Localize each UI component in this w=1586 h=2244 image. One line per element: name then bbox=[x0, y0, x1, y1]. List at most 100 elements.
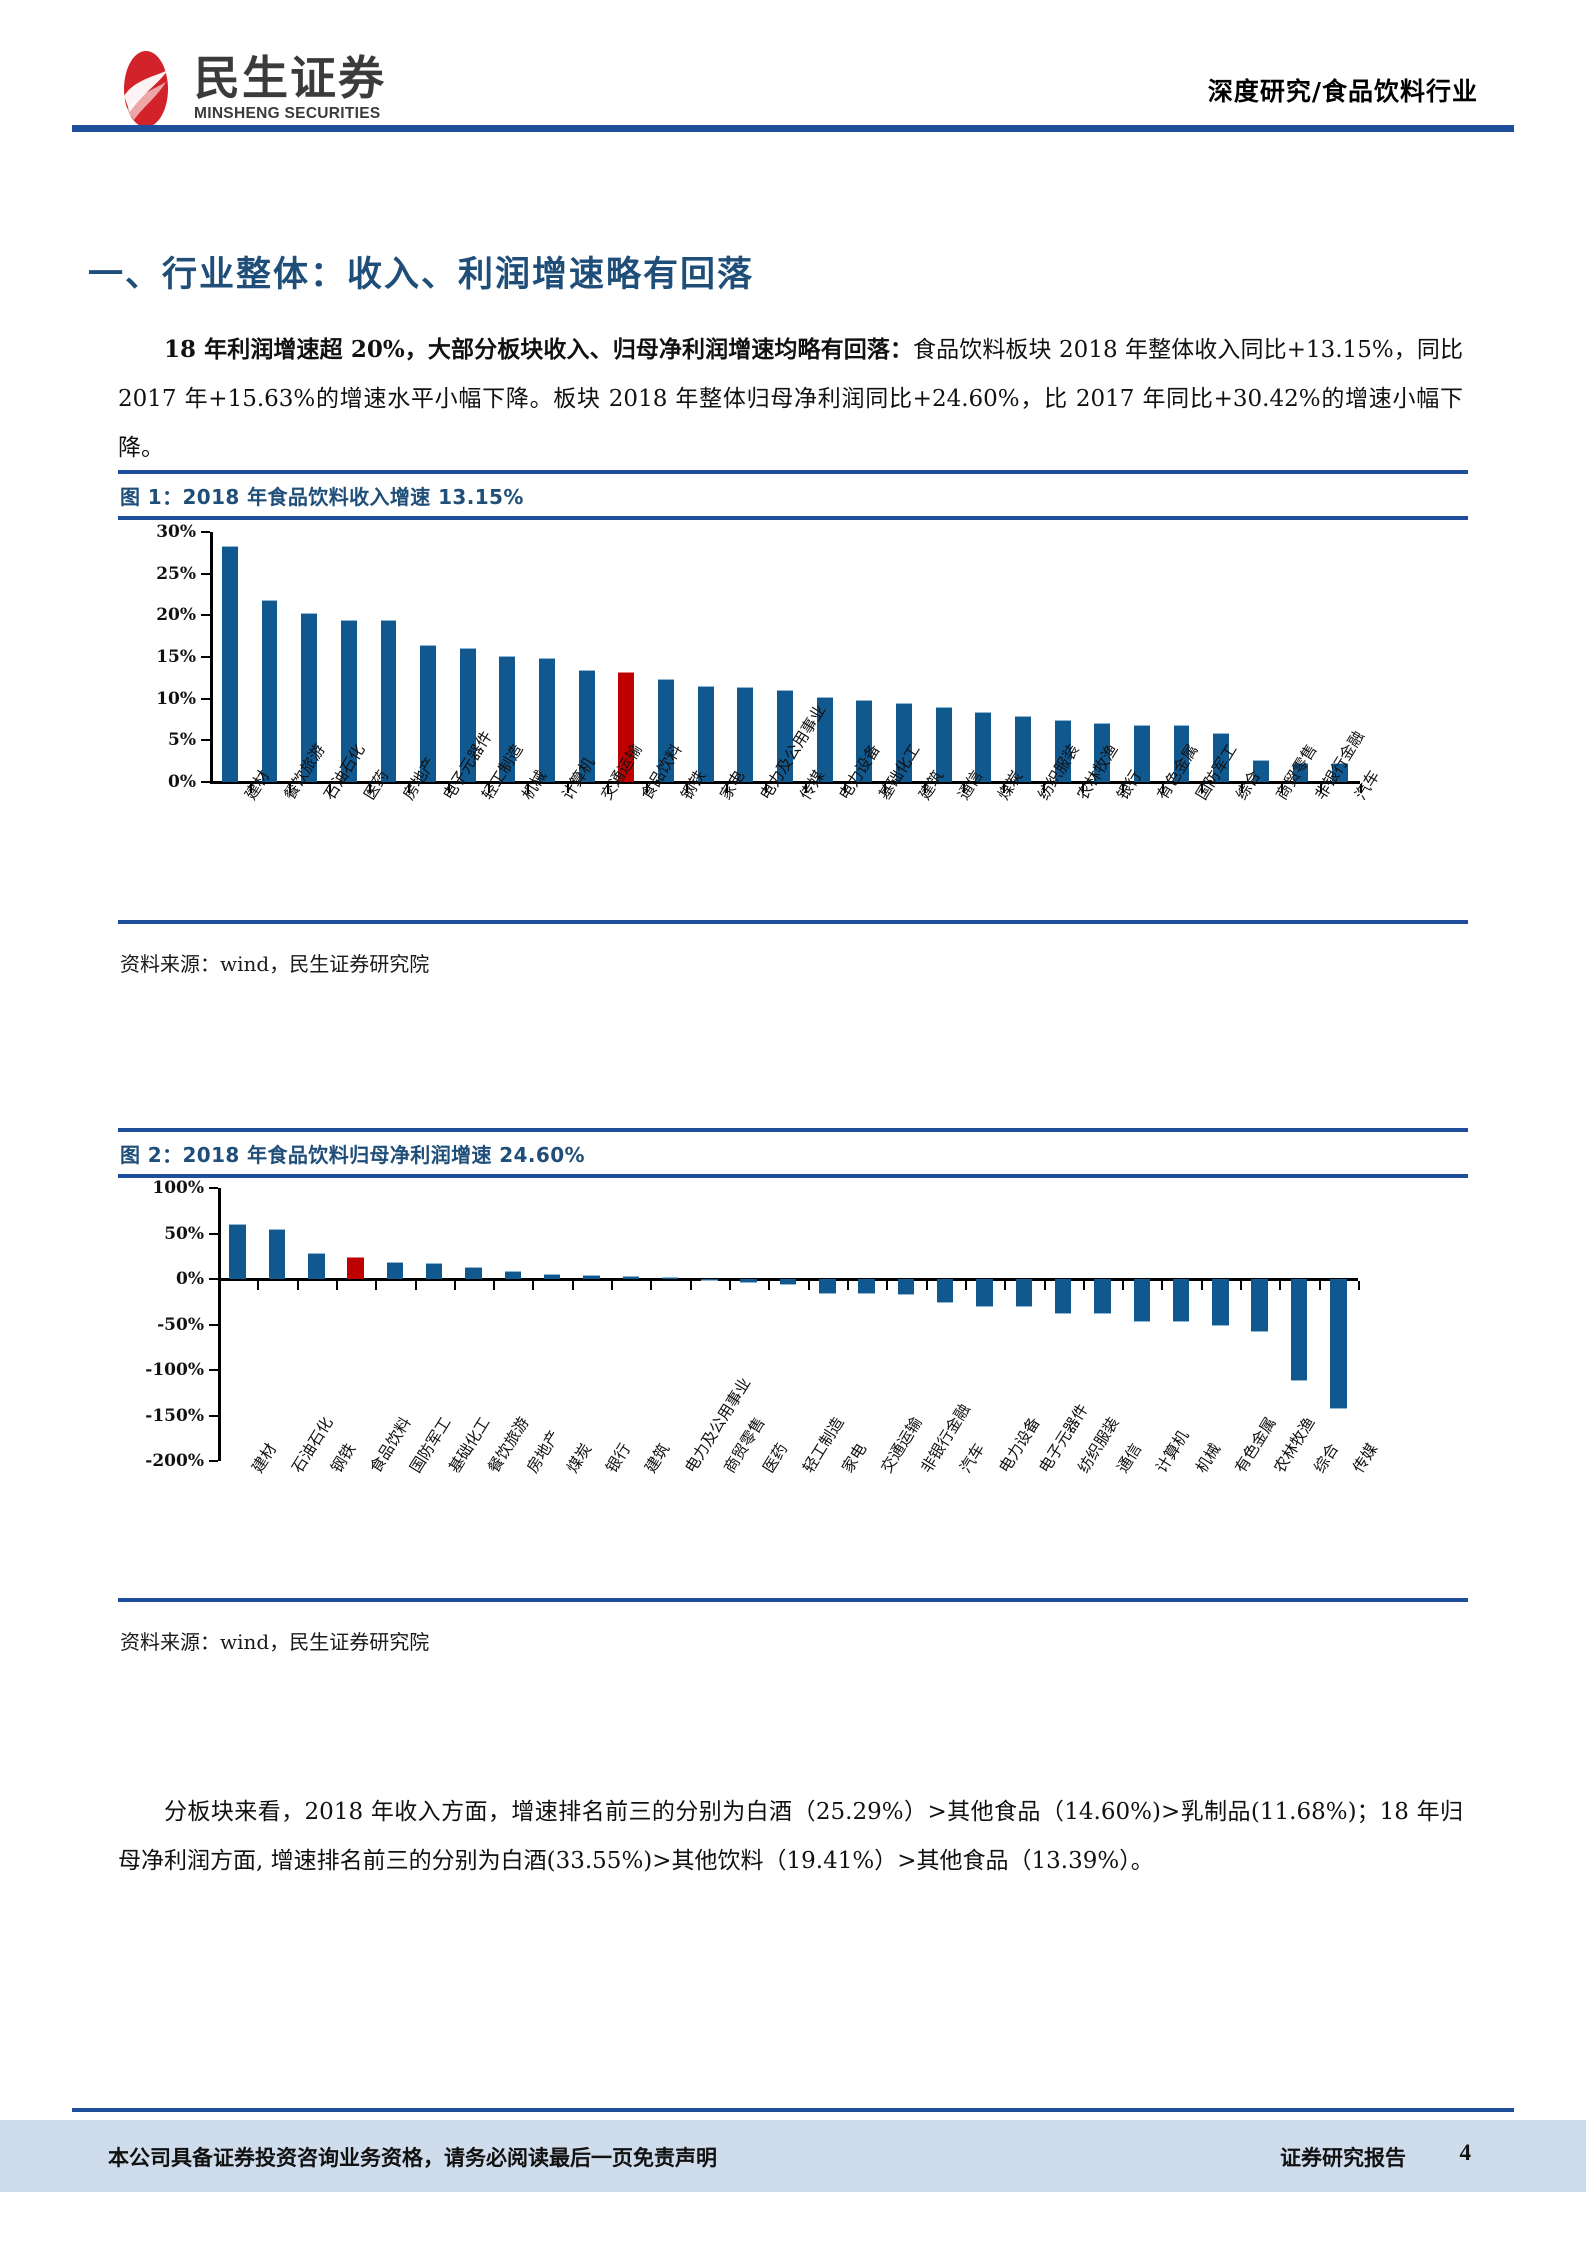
y-axis-tick-label: 100% bbox=[152, 1178, 204, 1198]
x-axis-tick-mark bbox=[375, 1281, 378, 1290]
x-axis-tick-mark bbox=[1161, 1281, 1164, 1290]
y-axis-tick-mark bbox=[209, 1278, 218, 1280]
figure-2-block: 图 2：2018 年食品饮料归母净利润增速 24.60% 100% 50% 0% -5… bbox=[118, 1128, 1468, 1655]
x-axis-tick-mark bbox=[1122, 1281, 1125, 1290]
chart-bar bbox=[301, 612, 318, 782]
chart-bar bbox=[897, 1279, 915, 1296]
net-profit-growth-bar-chart: 100% 50% 0% -50% -100% -150% -200% 建材 石油石化 钢铁 食品饮料… bbox=[118, 1178, 1468, 1598]
x-axis-tick-mark bbox=[1320, 784, 1323, 793]
chart-bar bbox=[1094, 1279, 1111, 1315]
intro-body-text: 食品饮料板块 2018 年整体收入同比+13.15%，同比 2017 年+15.… bbox=[118, 337, 1463, 461]
x-axis-tick-mark bbox=[1240, 1281, 1243, 1290]
y-axis-tick-mark bbox=[209, 1460, 218, 1462]
x-axis-tick-mark bbox=[566, 784, 569, 793]
y-axis-tick-label: 10% bbox=[156, 688, 196, 709]
x-axis-tick-mark bbox=[1318, 1281, 1321, 1290]
y-axis-tick-mark bbox=[209, 1369, 218, 1371]
footer-page-number: 4 bbox=[1459, 2140, 1472, 2165]
chart-bar bbox=[268, 1228, 286, 1279]
chart-bar bbox=[737, 687, 754, 782]
x-axis-tick-label: 房地产 bbox=[524, 1427, 564, 1477]
chart-bar bbox=[701, 1279, 718, 1281]
x-axis-tick-mark bbox=[611, 1281, 614, 1290]
footer-disclaimer: 本公司具备证券投资咨询业务资格，请务必阅读最后一页免责声明 bbox=[108, 2146, 717, 2170]
chart-bar bbox=[1172, 1279, 1190, 1322]
y-axis-line bbox=[218, 1188, 221, 1461]
y-axis-tick-label: 50% bbox=[164, 1223, 204, 1244]
x-axis-tick-mark bbox=[606, 784, 609, 793]
chart-bar bbox=[229, 1224, 246, 1279]
x-axis-tick-label: 汽车 bbox=[1351, 767, 1384, 804]
chart-bar bbox=[618, 672, 635, 782]
y-axis-tick-mark bbox=[201, 739, 210, 742]
x-axis-tick-label: 综合 bbox=[1310, 1440, 1342, 1477]
x-axis-tick-label: 医药 bbox=[759, 1440, 792, 1477]
figure-1-block: 图 1：2018 年食品饮料收入增速 13.15% 30% 25% 20% 15% 10… bbox=[118, 470, 1468, 977]
chart-bar bbox=[697, 686, 714, 782]
chart-bar bbox=[1290, 1279, 1308, 1381]
closing-paragraph: 分板块来看，2018 年收入方面，增速排名前三的分别为白酒（25.29%）>其他… bbox=[118, 1799, 1463, 1874]
x-axis-tick-mark bbox=[884, 784, 887, 793]
x-axis-tick-label: 煤炭 bbox=[563, 1440, 596, 1477]
x-axis-tick-mark bbox=[493, 1281, 496, 1290]
x-axis-tick-mark bbox=[408, 784, 411, 793]
chart-bar bbox=[420, 644, 437, 782]
chart-bar bbox=[1054, 1279, 1072, 1315]
chart-bar bbox=[740, 1279, 757, 1283]
intro-paragraph: 18 年利润增速超 20%，大部分板块收入、归母净利润增速均略有回落：食品饮料板… bbox=[118, 325, 1463, 473]
chart-bar bbox=[936, 1279, 954, 1303]
figure-1-bottom-rule bbox=[118, 920, 1468, 924]
chart-bar bbox=[1054, 720, 1071, 782]
y-axis-tick-mark bbox=[201, 781, 210, 783]
x-axis-tick-mark bbox=[289, 784, 292, 793]
x-axis-tick-mark bbox=[453, 1281, 456, 1290]
x-axis-tick-mark bbox=[886, 1281, 889, 1290]
chart-bar bbox=[1292, 762, 1309, 782]
chart-bar bbox=[661, 1277, 679, 1279]
x-axis-tick-mark bbox=[1360, 784, 1362, 793]
chart-bar bbox=[386, 1261, 404, 1279]
y-axis-tick-label: 25% bbox=[156, 563, 196, 584]
x-axis-tick-mark bbox=[571, 1281, 574, 1290]
x-axis-tick-mark bbox=[1082, 1281, 1085, 1290]
x-axis-tick-mark bbox=[1200, 1281, 1203, 1290]
chart-bar bbox=[819, 1279, 836, 1294]
x-axis-tick-mark bbox=[414, 1281, 417, 1290]
x-axis-tick-label: 传媒 bbox=[1349, 1440, 1382, 1477]
x-axis-tick-label: 计算机 bbox=[1152, 1427, 1193, 1477]
chart-bar bbox=[340, 620, 357, 782]
y-axis-tick-mark bbox=[209, 1414, 218, 1417]
x-axis-label-group: 建材 餐饮旅游 石油石化 医药 房地产 电子元器件 轻工制造 机械 计算机 交通运输 食品饮料 钢铁家… bbox=[210, 702, 1383, 932]
chart-bar bbox=[1330, 1279, 1347, 1410]
figure-1-caption: 图 1：2018 年食品饮料收入增速 13.15% bbox=[120, 485, 524, 509]
intro-lead-text: 18 年利润增速超 20%，大部分板块收入、归母净利润增速均略有回落： bbox=[164, 336, 914, 363]
x-axis-tick-mark bbox=[1201, 784, 1204, 793]
chart-1-plot-area: 30% 25% 20% 15% 10% 5% 0% 建材 餐饮旅游 石油石化 医药 房地产 电子元器件轻… bbox=[156, 522, 1383, 803]
chart-bar bbox=[380, 620, 397, 782]
chart-bar bbox=[504, 1270, 522, 1279]
chart-bar bbox=[896, 702, 912, 782]
chart-bar bbox=[856, 699, 873, 782]
x-axis-tick-mark bbox=[1003, 784, 1006, 793]
y-axis-tick-label: -100% bbox=[145, 1360, 204, 1380]
x-axis-tick-label: 银行 bbox=[602, 1440, 635, 1477]
x-axis-tick-mark bbox=[257, 1281, 260, 1290]
x-axis-tick-mark bbox=[487, 784, 490, 793]
figure-2-top-rule bbox=[118, 1128, 1468, 1132]
y-axis-tick-mark bbox=[201, 697, 210, 700]
x-axis-tick-mark bbox=[846, 1281, 849, 1290]
y-axis-tick-mark bbox=[201, 531, 210, 533]
x-axis-tick-mark bbox=[532, 1281, 535, 1290]
x-axis-tick-label: 建材 bbox=[248, 1440, 281, 1477]
page-header: 民生证券 MINSHENG SECURITIES 深度研究/食品饮料行业 bbox=[0, 0, 1586, 160]
x-axis-tick-mark bbox=[685, 784, 688, 793]
y-axis-tick-mark bbox=[209, 1187, 218, 1189]
chart-bar bbox=[261, 599, 278, 782]
x-axis-tick-mark bbox=[807, 1281, 810, 1290]
chart-bar bbox=[658, 678, 674, 782]
figure-2-caption: 图 2：2018 年食品饮料归母净利润增速 24.60% bbox=[120, 1143, 585, 1167]
x-axis-tick-mark bbox=[725, 784, 728, 793]
chart-2-plot-area: 100% 50% 0% -50% -100% -150% -200% 建材 石油石化 钢铁 食品饮料… bbox=[145, 1178, 1381, 1476]
figure-2-source: 资料来源：wind，民生证券研究院 bbox=[120, 1630, 430, 1654]
x-axis-tick-mark bbox=[296, 1281, 299, 1290]
